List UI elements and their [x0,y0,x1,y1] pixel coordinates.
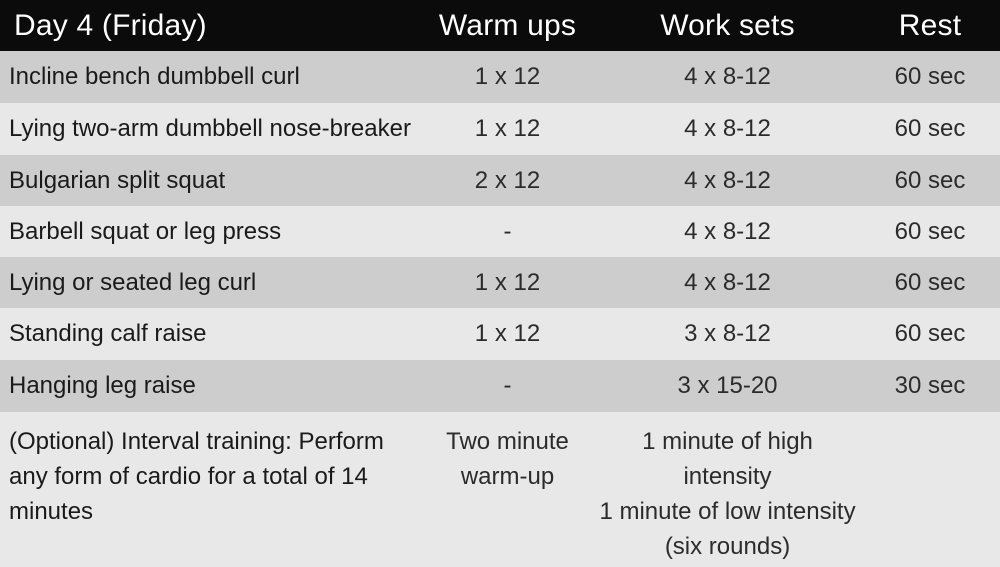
rest-value: 60 sec [894,115,966,142]
interval-work-sets: 1 minute of high intensity 1 minute of l… [595,424,860,564]
work-sets-value: 3 x 15-20 [677,372,778,399]
work-sets-value: 4 x 8-12 [684,218,771,245]
interval-work-line: 1 minute of low intensity [599,498,856,525]
interval-warm-line: Two minute [446,428,569,455]
rest-value: 60 sec [894,320,966,347]
interval-exercise-line: minutes [9,498,94,525]
warm-up-value: 2 x 12 [474,167,541,194]
interval-training-row: (Optional) Interval training: Perform an… [0,412,1000,567]
interval-exercise-line: (Optional) Interval training: Perform [9,428,384,455]
table-row: Hanging leg raise - 3 x 15-20 30 sec [0,360,1000,412]
exercise-name: Bulgarian split squat [9,167,226,194]
interval-warm-line: warm-up [460,463,555,490]
day-title: Day 4 (Friday) [14,8,207,42]
warm-up-value: 1 x 12 [474,269,541,296]
rest-value: 60 sec [894,269,966,296]
work-sets-header: Work sets [660,8,795,42]
interval-work-line: intensity [683,463,772,490]
interval-work-line: 1 minute of high [642,428,813,455]
interval-warm-up: Two minute warm-up [420,424,595,494]
rest-header: Rest [898,8,962,42]
interval-work-line: (six rounds) [664,533,791,560]
table-row: Lying or seated leg curl 1 x 12 4 x 8-12… [0,257,1000,309]
work-sets-value: 4 x 8-12 [684,167,771,194]
rest-value: 30 sec [894,372,966,399]
exercise-name: Barbell squat or leg press [9,218,282,245]
table-row: Barbell squat or leg press - 4 x 8-12 60… [0,206,1000,258]
work-sets-value: 4 x 8-12 [684,115,771,142]
table-row: Lying two-arm dumbbell nose-breaker 1 x … [0,103,1000,155]
rest-value: 60 sec [894,63,966,90]
interval-exercise-line: any form of cardio for a total of 14 [9,463,368,490]
rest-value: 60 sec [894,218,966,245]
warm-ups-header: Warm ups [438,8,577,42]
table-row: Standing calf raise 1 x 12 3 x 8-12 60 s… [0,308,1000,360]
exercise-name: Lying two-arm dumbbell nose-breaker [9,115,411,142]
table-header: Day 4 (Friday) Warm ups Work sets Rest [0,0,1000,51]
exercise-name: Standing calf raise [9,320,207,347]
rest-value: 60 sec [894,167,966,194]
warm-up-value: - [503,372,512,399]
warm-up-value: - [503,218,512,245]
exercise-name: Hanging leg raise [9,372,196,399]
exercise-name: Lying or seated leg curl [9,269,257,296]
interval-exercise-description: (Optional) Interval training: Perform an… [0,424,420,529]
exercise-name: Incline bench dumbbell curl [9,63,300,90]
table-row: Bulgarian split squat 2 x 12 4 x 8-12 60… [0,155,1000,207]
work-sets-value: 4 x 8-12 [684,63,771,90]
table-row: Incline bench dumbbell curl 1 x 12 4 x 8… [0,51,1000,103]
work-sets-value: 3 x 8-12 [684,320,771,347]
warm-up-value: 1 x 12 [474,63,541,90]
warm-up-value: 1 x 12 [474,320,541,347]
work-sets-value: 4 x 8-12 [684,269,771,296]
warm-up-value: 1 x 12 [474,115,541,142]
